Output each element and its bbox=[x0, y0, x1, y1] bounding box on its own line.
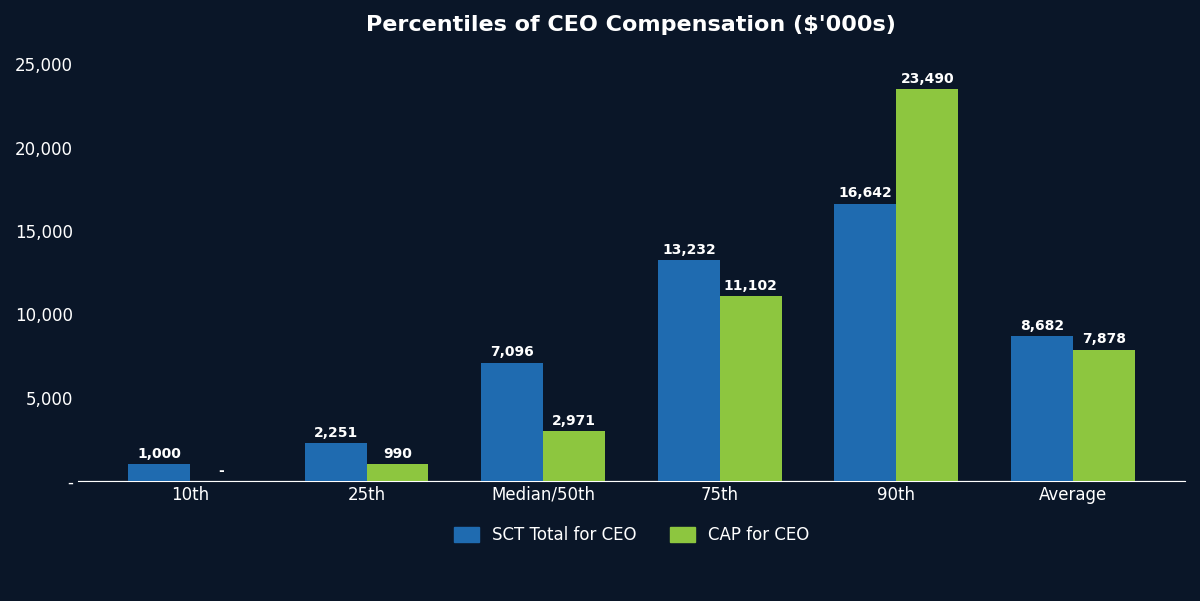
Text: 8,682: 8,682 bbox=[1020, 319, 1064, 333]
Text: 11,102: 11,102 bbox=[724, 279, 778, 293]
Text: 990: 990 bbox=[383, 447, 412, 461]
Text: 13,232: 13,232 bbox=[662, 243, 715, 257]
Text: 7,878: 7,878 bbox=[1081, 332, 1126, 346]
Bar bbox=[366, 465, 428, 481]
Bar bbox=[544, 432, 605, 481]
Text: 1,000: 1,000 bbox=[137, 447, 181, 461]
Bar bbox=[658, 260, 720, 481]
Bar bbox=[128, 465, 190, 481]
Text: 2,251: 2,251 bbox=[313, 426, 358, 440]
Title: Percentiles of CEO Compensation ($'000s): Percentiles of CEO Compensation ($'000s) bbox=[366, 15, 896, 35]
Text: 23,490: 23,490 bbox=[900, 72, 954, 86]
Bar bbox=[305, 444, 366, 481]
Bar bbox=[834, 204, 896, 481]
Bar bbox=[720, 296, 781, 481]
Bar bbox=[896, 90, 958, 481]
Text: 2,971: 2,971 bbox=[552, 414, 596, 428]
Bar bbox=[1012, 337, 1073, 481]
Bar bbox=[481, 363, 544, 481]
Text: 7,096: 7,096 bbox=[491, 346, 534, 359]
Text: 16,642: 16,642 bbox=[839, 186, 893, 200]
Bar bbox=[1073, 350, 1135, 481]
Text: -: - bbox=[218, 463, 223, 478]
Legend: SCT Total for CEO, CAP for CEO: SCT Total for CEO, CAP for CEO bbox=[446, 519, 816, 551]
